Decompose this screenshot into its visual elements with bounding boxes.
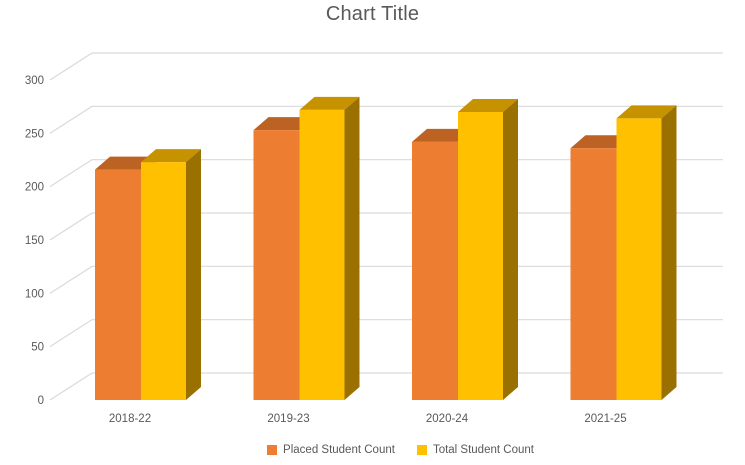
bar-placed-student-count-2018-22 — [95, 169, 141, 400]
legend-item-total-student-count: Total Student Count — [416, 444, 534, 456]
bar-total-student-count-2020-24-side — [503, 99, 518, 400]
bar-total-student-count-2018-22-side — [186, 149, 201, 400]
bar-placed-student-count-2020-24-top — [412, 128, 473, 142]
y-tick-label-150: 150 — [25, 235, 44, 247]
bar-total-student-count-2021-25-top — [616, 105, 677, 119]
legend-swatch-placed-student-count — [267, 445, 278, 455]
y-tick-label-50: 50 — [31, 342, 44, 354]
legend: Placed Student Count Total Student Count — [0, 444, 745, 456]
bar-total-student-count-2019-23 — [299, 109, 345, 400]
legend-swatch-total-student-count — [416, 445, 427, 455]
y-tick-label-0: 0 — [38, 395, 44, 407]
bar-total-student-count-2018-22 — [141, 162, 186, 400]
chart-title: Chart Title — [325, 3, 420, 25]
bar-total-student-count-2020-24 — [458, 112, 503, 400]
legend-label-total-student-count: Total Student Count — [432, 444, 534, 456]
legend-label-placed-student-count: Placed Student Count — [283, 444, 395, 456]
bar-total-student-count-2019-23-side — [344, 96, 360, 400]
gridline-300 — [49, 52, 723, 81]
legend-item-placed-student-count: Placed Student Count — [267, 444, 395, 456]
bar-total-student-count-2021-25 — [616, 118, 662, 401]
x-category-label-2021-25: 2021-25 — [584, 413, 626, 425]
y-tick-label-100: 100 — [25, 288, 44, 300]
x-category-label-2018-22: 2018-22 — [109, 413, 151, 425]
bar-placed-student-count-2018-22-top — [95, 156, 156, 170]
bar-placed-student-count-2021-25-top — [570, 135, 632, 149]
bar-placed-student-count-2021-25 — [570, 148, 617, 400]
bar-total-student-count-2019-23-top — [299, 96, 360, 110]
bar-total-student-count-2021-25-side — [661, 105, 677, 401]
y-tick-label-250: 250 — [25, 128, 44, 140]
bar-placed-student-count-2019-23 — [253, 130, 300, 400]
bar-total-student-count-2018-22-top — [141, 149, 201, 163]
x-category-label-2019-23: 2019-23 — [267, 413, 309, 425]
bar-total-student-count-2020-24-top — [458, 99, 518, 112]
bar-placed-student-count-2019-23-top — [253, 117, 315, 131]
bar-placed-student-count-2020-24 — [412, 141, 458, 400]
y-tick-label-300: 300 — [25, 75, 44, 87]
y-tick-label-200: 200 — [25, 182, 44, 194]
x-category-label-2020-24: 2020-24 — [426, 413, 469, 425]
